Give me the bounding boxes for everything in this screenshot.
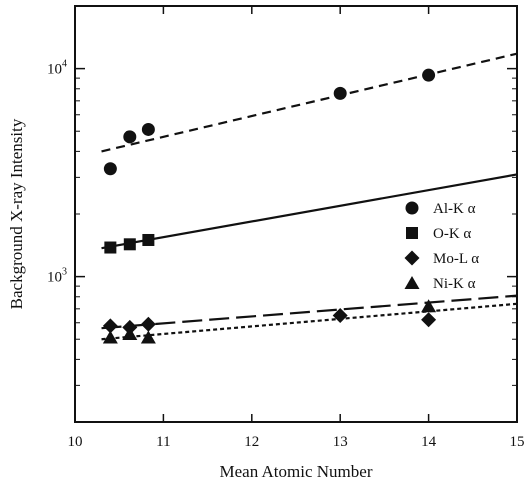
legend-label: Ni-K α xyxy=(433,276,476,292)
data-point-triangle xyxy=(140,330,156,344)
legend-label: O-K α xyxy=(433,226,471,242)
data-point-diamond xyxy=(332,308,348,324)
data-point-circle xyxy=(422,68,436,82)
data-point-diamond xyxy=(421,312,437,328)
data-points xyxy=(102,68,437,344)
data-point-triangle xyxy=(421,299,437,313)
x-tick-label: 13 xyxy=(333,434,348,450)
legend-label: Mo-L α xyxy=(433,251,479,267)
legend: Al-K α O-K α Mo-L α Ni-K α xyxy=(404,201,479,292)
legend-marker-circle xyxy=(405,201,419,215)
fit-line-square xyxy=(101,173,518,250)
y-axis-title: Background X-ray Intensity xyxy=(7,118,26,309)
ticks: 10 11 12 13 14 15 103 104 xyxy=(47,6,525,450)
x-tick-label: 15 xyxy=(510,434,525,450)
legend-marker-diamond xyxy=(404,250,420,266)
data-point-diamond xyxy=(102,318,118,334)
data-point-square xyxy=(123,238,136,251)
legend-marker-square xyxy=(406,227,418,239)
fit-lines xyxy=(101,52,518,341)
fit-line-triangle xyxy=(101,302,518,341)
y-tick-label: 104 xyxy=(47,59,67,78)
x-tick-label: 10 xyxy=(68,434,83,450)
x-tick-label: 11 xyxy=(156,434,170,450)
data-point-triangle xyxy=(122,326,138,340)
data-point-circle xyxy=(333,86,347,100)
data-point-square xyxy=(142,233,155,246)
x-tick-label: 12 xyxy=(244,434,259,450)
legend-marker-triangle xyxy=(404,276,420,289)
x-tick-label: 14 xyxy=(421,434,437,450)
data-point-circle xyxy=(141,122,155,136)
data-point-square xyxy=(104,241,117,254)
data-point-diamond xyxy=(140,316,156,332)
fit-line-diamond xyxy=(101,294,518,330)
data-point-circle xyxy=(103,162,117,176)
y-tick-label: 103 xyxy=(47,267,67,286)
data-point-triangle xyxy=(102,330,118,344)
data-point-circle xyxy=(123,130,137,144)
fit-line-circle xyxy=(101,52,518,153)
legend-label: Al-K α xyxy=(433,201,476,217)
x-axis-title: Mean Atomic Number xyxy=(220,462,373,481)
